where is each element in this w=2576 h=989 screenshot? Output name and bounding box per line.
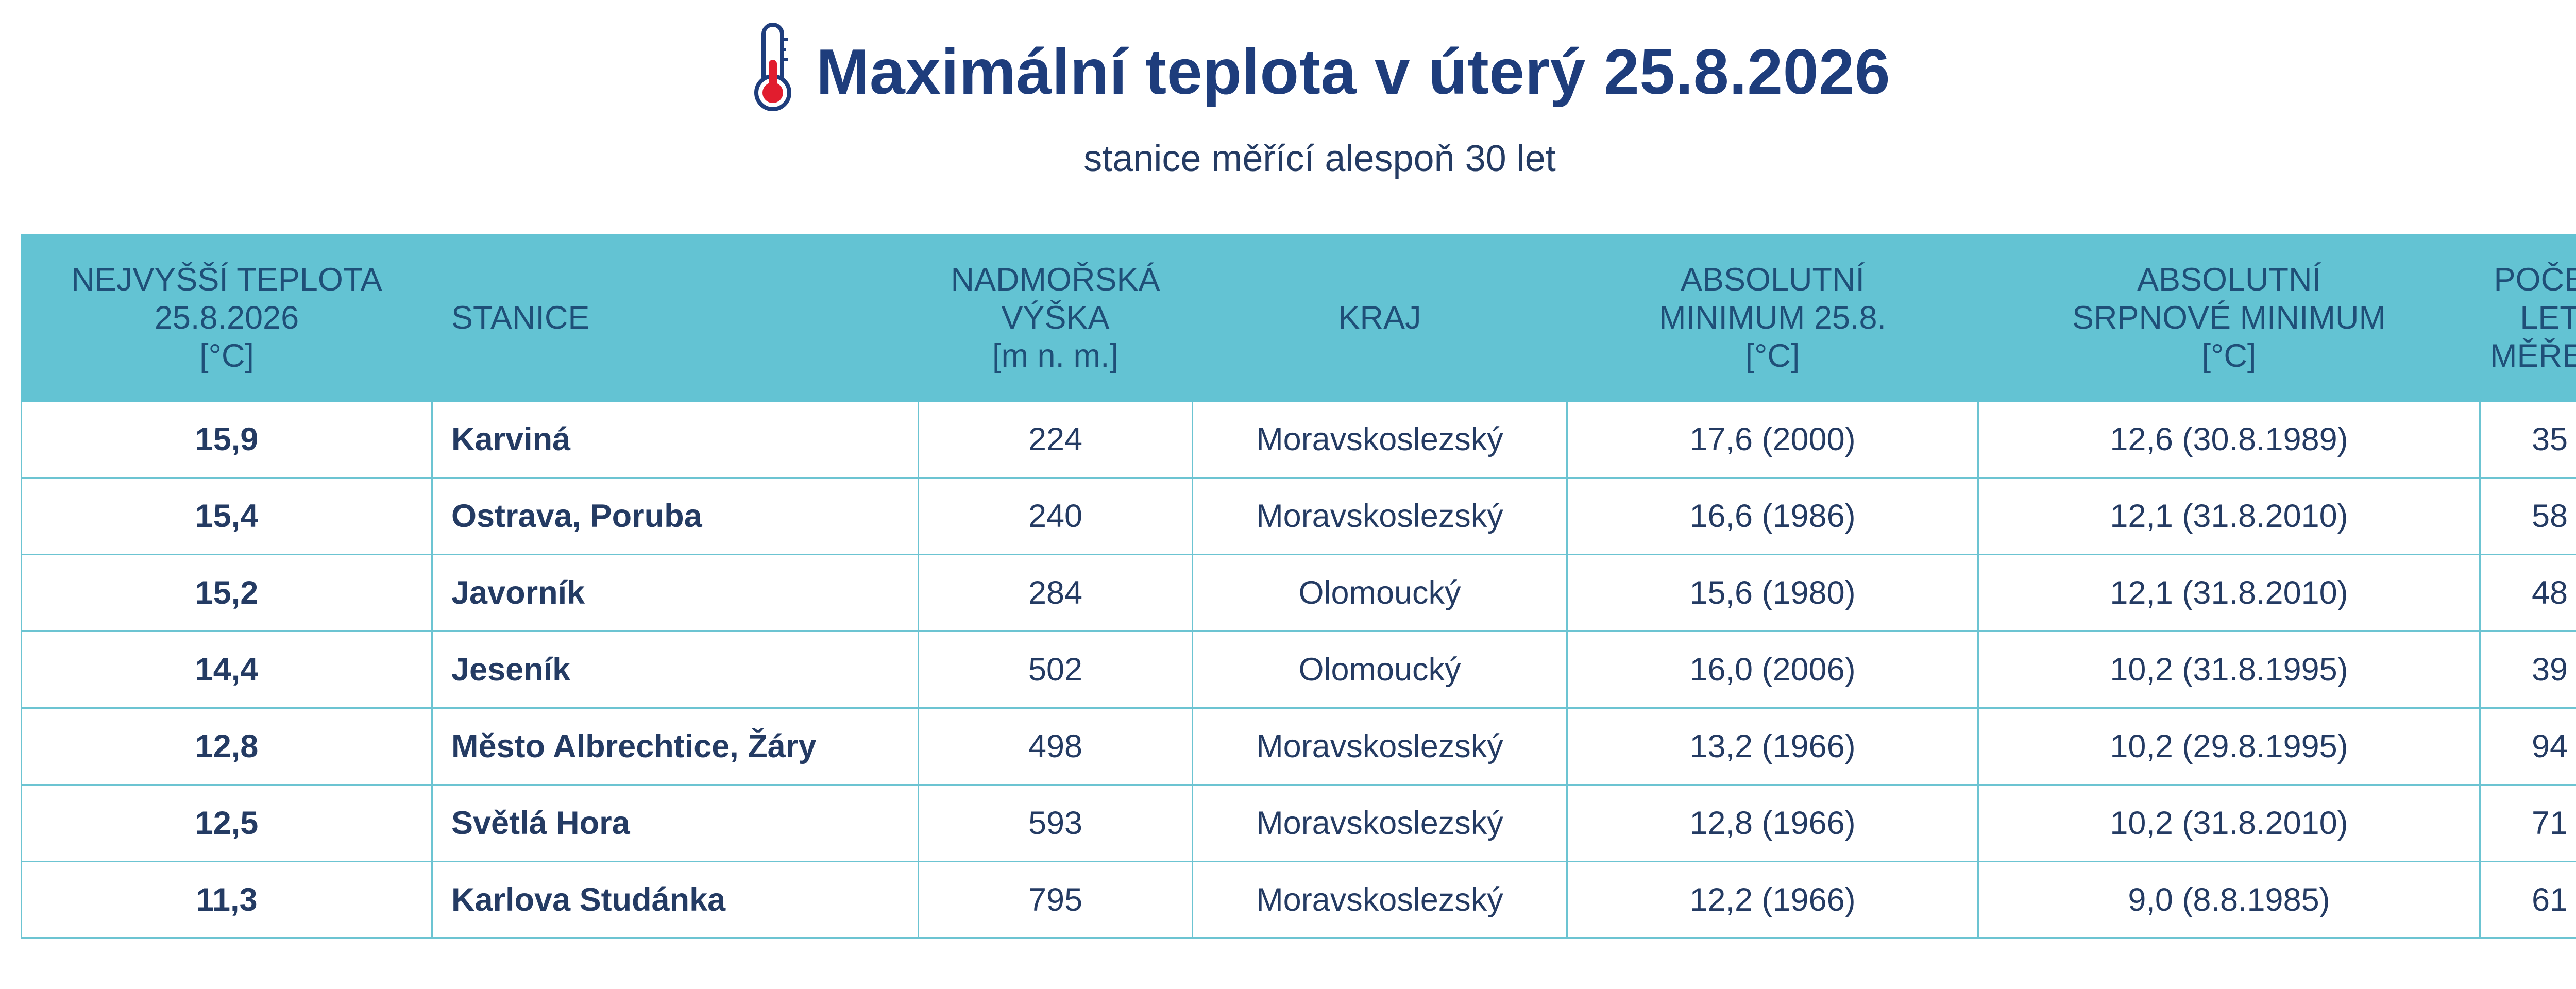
measurement-years-cell: 48 (2479, 554, 2576, 632)
max-temperature-cell: 14,4 (21, 630, 433, 709)
header-absolute-minimum-date: ABSOLUTNÍ MINIMUM 25.8. [°C] (1566, 234, 1979, 402)
altitude-cell: 502 (918, 630, 1193, 709)
header-line: KRAJ (1338, 299, 1421, 336)
header-line: MINIMUM 25.8. (1658, 299, 1887, 336)
header-line: [m n. m.] (992, 338, 1119, 374)
header-line: MĚŘENÍ (2490, 338, 2576, 374)
station-cell: Karlova Studánka (431, 861, 919, 939)
header-max-temperature: NEJVYŠŠÍ TEPLOTA 25.8.2026 [°C] (21, 234, 433, 402)
header-line: [°C] (199, 338, 254, 374)
measurement-years-cell: 94 (2479, 707, 2576, 786)
max-temperature-cell: 15,9 (21, 400, 433, 479)
august-minimum-cell: 12,1 (31.8.2010) (1977, 477, 2481, 555)
header-line: NEJVYŠŠÍ TEPLOTA (71, 261, 382, 298)
measurement-years-cell: 39 (2479, 630, 2576, 709)
absolute-minimum-cell: 16,0 (2006) (1566, 630, 1979, 709)
absolute-minimum-cell: 13,2 (1966) (1566, 707, 1979, 786)
max-temperature-cell: 11,3 (21, 861, 433, 939)
temperature-table: NEJVYŠŠÍ TEPLOTA 25.8.2026 [°C] STANICE … (21, 234, 2576, 939)
absolute-minimum-cell: 15,6 (1980) (1566, 554, 1979, 632)
altitude-cell: 240 (918, 477, 1193, 555)
header-line: NADMOŘSKÁ (951, 261, 1160, 298)
header-line: VÝŠKA (1001, 299, 1110, 336)
header-line: STANICE (451, 299, 590, 336)
august-minimum-cell: 12,1 (31.8.2010) (1977, 554, 2481, 632)
page-subtitle: stanice měřící alespoň 30 let (1083, 138, 1556, 179)
absolute-minimum-cell: 12,8 (1966) (1566, 784, 1979, 862)
altitude-cell: 795 (918, 861, 1193, 939)
station-cell: Javorník (431, 554, 919, 632)
station-cell: Jeseník (431, 630, 919, 709)
table-header: NEJVYŠŠÍ TEPLOTA 25.8.2026 [°C] STANICE … (21, 234, 2576, 402)
page-header: Maximální teplota v úterý 25.8.2026 stan… (0, 23, 2576, 179)
header-line: [°C] (2201, 338, 2257, 374)
altitude-cell: 284 (918, 554, 1193, 632)
region-cell: Moravskoslezský (1192, 861, 1568, 939)
altitude-cell: 593 (918, 784, 1193, 862)
station-cell: Ostrava, Poruba (431, 477, 919, 555)
header-line: ABSOLUTNÍ (1680, 261, 1865, 298)
header-line: SRPNOVÉ MINIMUM (2072, 299, 2386, 336)
august-minimum-cell: 10,2 (29.8.1995) (1977, 707, 2481, 786)
region-cell: Moravskoslezský (1192, 477, 1568, 555)
region-cell: Olomoucký (1192, 554, 1568, 632)
table-row: 11,3 Karlova Studánka 795 Moravskoslezsk… (21, 861, 2576, 939)
absolute-minimum-cell: 16,6 (1986) (1566, 477, 1979, 555)
measurement-years-cell: 61 (2479, 861, 2576, 939)
region-cell: Moravskoslezský (1192, 784, 1568, 862)
max-temperature-cell: 12,5 (21, 784, 433, 862)
header-measurement-years: POČET LET MĚŘENÍ (2479, 234, 2576, 402)
station-cell: Město Albrechtice, Žáry (431, 707, 919, 786)
table-row: 15,9 Karviná 224 Moravskoslezský 17,6 (2… (21, 400, 2576, 479)
august-minimum-cell: 12,6 (30.8.1989) (1977, 400, 2481, 479)
altitude-cell: 224 (918, 400, 1193, 479)
region-cell: Moravskoslezský (1192, 707, 1568, 786)
max-temperature-cell: 12,8 (21, 707, 433, 786)
header-altitude: NADMOŘSKÁ VÝŠKA [m n. m.] (918, 234, 1193, 402)
header-line: POČET (2494, 261, 2576, 298)
thermometer-icon (754, 23, 791, 111)
table-row: 14,4 Jeseník 502 Olomoucký 16,0 (2006) 1… (21, 630, 2576, 709)
absolute-minimum-cell: 12,2 (1966) (1566, 861, 1979, 939)
header-region: KRAJ (1192, 234, 1568, 402)
measurement-years-cell: 58 (2479, 477, 2576, 555)
altitude-cell: 498 (918, 707, 1193, 786)
station-cell: Světlá Hora (431, 784, 919, 862)
header-line: [°C] (1745, 338, 1800, 374)
august-minimum-cell: 9,0 (8.8.1985) (1977, 861, 2481, 939)
region-cell: Moravskoslezský (1192, 400, 1568, 479)
header-station: STANICE (431, 234, 919, 402)
temperature-table-wrapper: NEJVYŠŠÍ TEPLOTA 25.8.2026 [°C] STANICE … (21, 234, 2576, 939)
page-title: Maximální teplota v úterý 25.8.2026 (816, 36, 1891, 108)
august-minimum-cell: 10,2 (31.8.2010) (1977, 784, 2481, 862)
table-row: 15,2 Javorník 284 Olomoucký 15,6 (1980) … (21, 554, 2576, 632)
table-body: 15,9 Karviná 224 Moravskoslezský 17,6 (2… (21, 400, 2576, 939)
region-cell: Olomoucký (1192, 630, 1568, 709)
measurement-years-cell: 35 (2479, 400, 2576, 479)
header-line: 25.8.2026 (154, 299, 299, 336)
table-row: 15,4 Ostrava, Poruba 240 Moravskoslezský… (21, 477, 2576, 555)
absolute-minimum-cell: 17,6 (2000) (1566, 400, 1979, 479)
station-cell: Karviná (431, 400, 919, 479)
max-temperature-cell: 15,2 (21, 554, 433, 632)
table-header-row: NEJVYŠŠÍ TEPLOTA 25.8.2026 [°C] STANICE … (21, 234, 2576, 402)
table-row: 12,8 Město Albrechtice, Žáry 498 Moravsk… (21, 707, 2576, 786)
august-minimum-cell: 10,2 (31.8.1995) (1977, 630, 2481, 709)
header-august-minimum: ABSOLUTNÍ SRPNOVÉ MINIMUM [°C] (1977, 234, 2481, 402)
title-row: Maximální teplota v úterý 25.8.2026 (749, 23, 1891, 118)
measurement-years-cell: 71 (2479, 784, 2576, 862)
header-line: ABSOLUTNÍ (2137, 261, 2321, 298)
max-temperature-cell: 15,4 (21, 477, 433, 555)
table-row: 12,5 Světlá Hora 593 Moravskoslezský 12,… (21, 784, 2576, 862)
header-line: LET (2520, 299, 2576, 336)
